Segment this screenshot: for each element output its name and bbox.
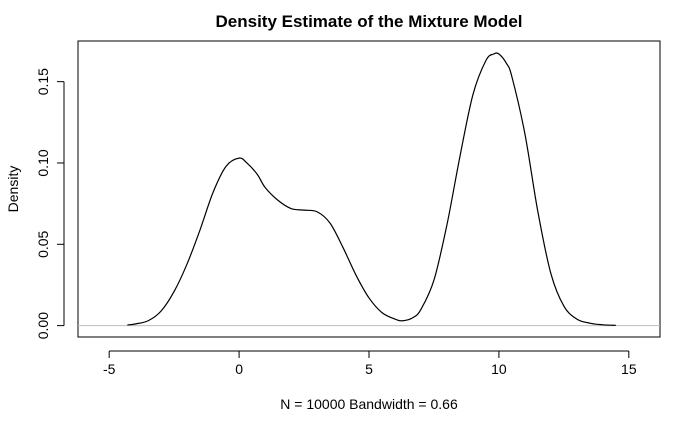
x-tick-label: 5 — [365, 361, 373, 377]
y-tick-label: 0.05 — [35, 230, 51, 257]
x-tick-label: 10 — [491, 361, 507, 377]
density-curve — [127, 52, 616, 326]
x-tick-label: -5 — [103, 361, 116, 377]
y-tick-label: 0.00 — [35, 312, 51, 339]
x-axis: -5 0 5 10 15 — [103, 350, 637, 377]
y-tick-label: 0.15 — [35, 68, 51, 95]
x-tick-label: 15 — [621, 361, 637, 377]
chart-title: Density Estimate of the Mixture Model — [216, 12, 523, 31]
x-axis-label: N = 10000 Bandwidth = 0.66 — [280, 396, 458, 412]
y-axis-label: Density — [5, 166, 21, 213]
y-tick-label: 0.10 — [35, 149, 51, 176]
plot-frame — [77, 40, 661, 338]
x-tick-label: 0 — [235, 361, 243, 377]
y-axis: 0.00 0.05 0.10 0.15 — [35, 68, 65, 339]
